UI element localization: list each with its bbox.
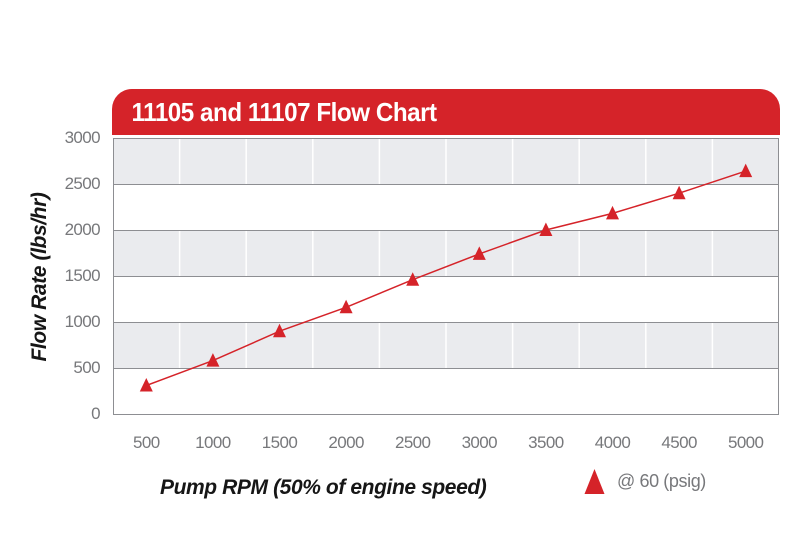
y-tick-label: 0	[91, 404, 100, 423]
y-tick-label: 1500	[64, 266, 101, 285]
legend: @ 60 (psig)	[584, 468, 706, 495]
y-tick-label: 3000	[64, 128, 101, 147]
x-tick-label: 3000	[461, 433, 498, 452]
x-tick-label: 500	[133, 433, 160, 452]
x-tick-label: 1000	[195, 433, 231, 452]
y-tick-label: 2500	[64, 174, 101, 193]
legend-triangle-icon	[584, 469, 605, 494]
x-tick-label: 2500	[394, 433, 431, 452]
x-axis-title: Pump RPM (50% of engine speed)	[160, 476, 487, 499]
legend-label: @ 60 (psig)	[617, 471, 706, 491]
chart-title: 11105 and 11107 Flow Chart	[131, 96, 438, 127]
x-tick-label: 4500	[661, 433, 697, 452]
x-tick-label: 2000	[328, 433, 364, 452]
y-tick-label: 1000	[64, 312, 101, 331]
y-tick-label: 500	[73, 358, 100, 377]
x-tick-label: 4000	[594, 433, 631, 452]
x-tick-label: 5000	[727, 433, 764, 452]
y-tick-label: 2000	[64, 220, 101, 239]
x-tick-label: 3500	[528, 433, 564, 452]
x-tick-label: 1500	[261, 433, 298, 452]
legend-triangle-shape	[584, 469, 605, 494]
chart-title-bar: 11105 and 11107 Flow Chart	[112, 89, 780, 135]
plot-area	[113, 138, 779, 415]
